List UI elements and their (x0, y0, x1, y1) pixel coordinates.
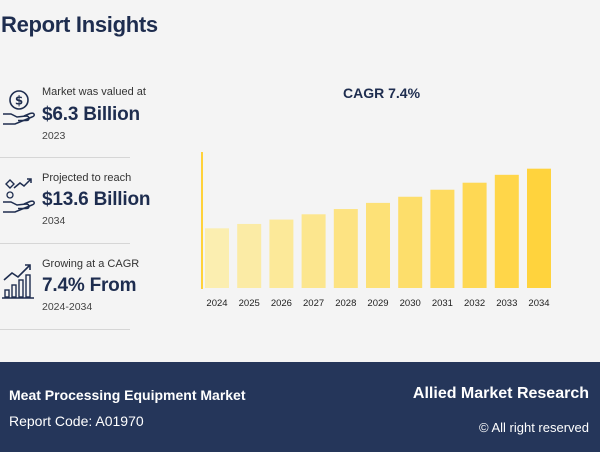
insight-label: Projected to reach (42, 172, 132, 184)
x-tick-label: 2028 (335, 298, 356, 309)
money-hand-icon: $ (3, 90, 35, 125)
bar-2026 (269, 219, 294, 288)
insight-year: 2023 (42, 130, 66, 142)
x-tick-label: 2034 (528, 298, 549, 309)
report-code: Report Code: A01970 (9, 413, 144, 429)
x-tick-label: 2032 (464, 298, 485, 309)
growth-hand-icon (3, 178, 35, 213)
x-tick-label: 2031 (432, 298, 453, 309)
bar-2024 (205, 228, 229, 288)
insight-label: Growing at a CAGR (42, 258, 140, 270)
page-title: Report Insights (1, 12, 158, 37)
bar-2031 (430, 189, 455, 288)
bar-2025 (237, 223, 262, 288)
x-tick-label: 2026 (271, 298, 292, 309)
insight-market-value: $ Market was valued at $6.3 Billion 2023 (0, 72, 146, 158)
chart-title: CAGR 7.4% (343, 85, 421, 101)
insight-cagr: Growing at a CAGR 7.4% From 2024-2034 (0, 244, 139, 330)
insight-projected-value: Projected to reach $13.6 Billion 2034 (0, 158, 150, 244)
insight-label: Market was valued at (42, 86, 146, 98)
copyright: © All right reserved (478, 420, 589, 435)
bar-2028 (333, 209, 358, 288)
insight-year: 2034 (42, 215, 66, 227)
insight-value: 7.4% From (42, 275, 137, 296)
x-tick-label: 2027 (303, 298, 324, 309)
svg-text:$: $ (15, 94, 23, 108)
bar-2032 (462, 182, 487, 288)
x-tick-label: 2033 (496, 298, 517, 309)
x-tick-label: 2029 (367, 298, 388, 309)
insight-value: $6.3 Billion (42, 104, 140, 125)
insight-year: 2024-2034 (42, 301, 93, 313)
bar-2029 (366, 202, 390, 288)
market-name: Meat Processing Equipment Market (9, 387, 246, 403)
bar-2034 (527, 168, 551, 288)
x-tick-label: 2030 (400, 298, 421, 309)
bar-chart: 2024 2025 2026 2027 2028 2029 2030 2031 2032 2033… (201, 152, 551, 309)
bar-2027 (301, 214, 326, 288)
footer: Meat Processing Equipment Market Report … (0, 362, 600, 452)
brand-name: Allied Market Research (412, 385, 589, 402)
bar-2030 (398, 196, 423, 288)
bar-2033 (494, 174, 519, 288)
insight-value: $13.6 Billion (42, 189, 151, 210)
x-tick-label: 2024 (206, 298, 227, 309)
x-tick-label: 2025 (239, 298, 260, 309)
bar-growth-icon (2, 264, 34, 299)
